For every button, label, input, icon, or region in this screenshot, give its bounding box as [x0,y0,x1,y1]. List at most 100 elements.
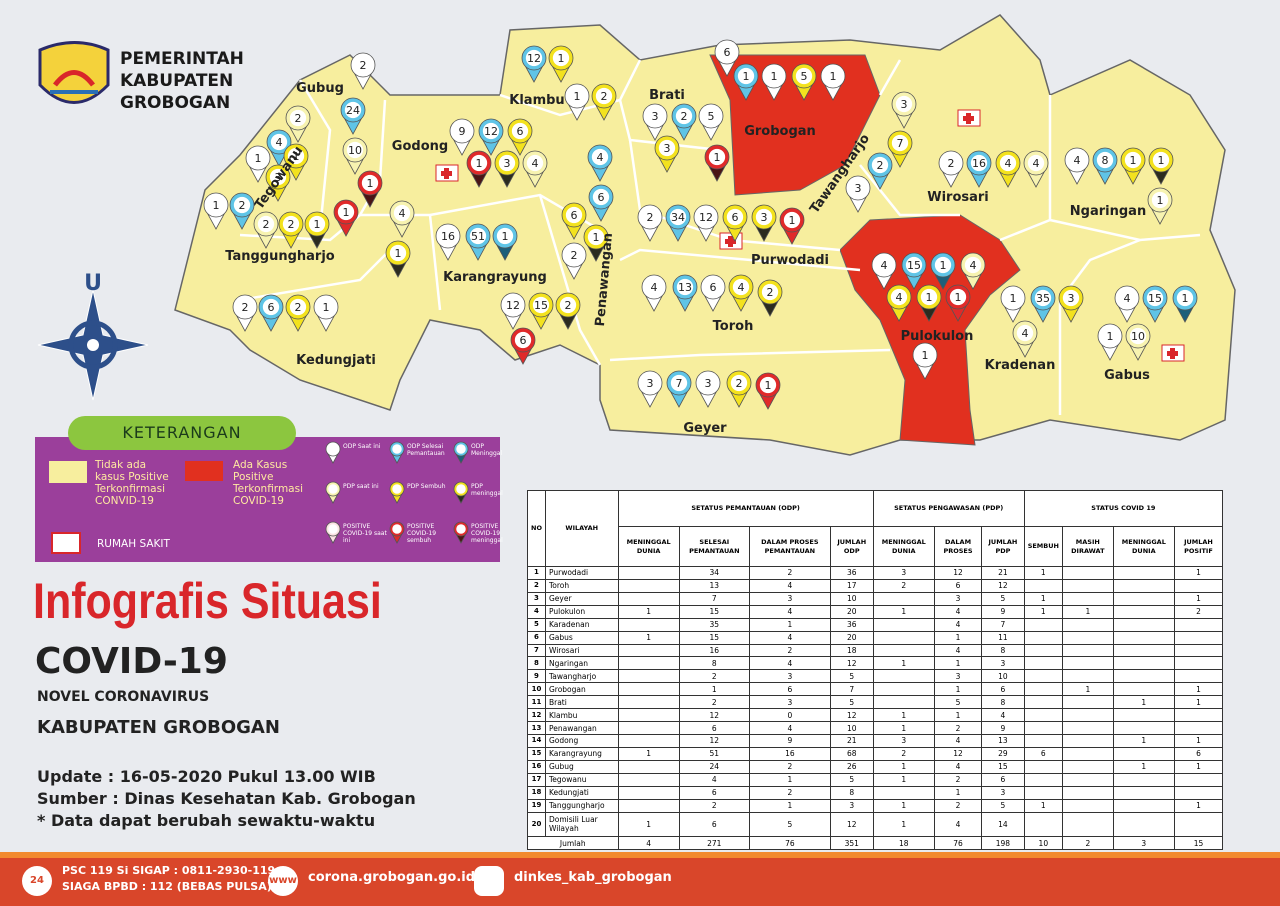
pin-inner [890,288,908,306]
table-cell: 9 [527,669,546,684]
table-cell: Grobogan [544,682,619,697]
pin-value: 6 [268,301,275,314]
pin-value: 2 [681,110,688,123]
table-cell: 1 [748,617,831,632]
legend-pins [325,441,469,544]
pin: 3 [642,103,668,141]
pin: 1 [761,63,787,101]
table-cell: 1 [617,811,680,838]
pin-inner [1118,289,1136,307]
region-label: Purwodadi [751,253,829,268]
table-cell: 8 [981,643,1025,658]
table-cell: 18 [527,785,546,800]
table-cell: 1 [1173,566,1224,580]
table-cell: 2 [527,578,546,593]
pin: 4 [871,252,897,290]
pin-inner [344,101,362,119]
web-icon: www [268,866,298,896]
table-row: 9 Tawangharjo 2 3 5 3 10 [527,669,1224,684]
pin-inner [354,56,372,74]
table-cell: 16 [527,759,546,774]
table-cell: 34 [678,566,750,580]
pin-value: 2 [242,301,249,314]
table-cell: 3 [981,785,1025,800]
table-cell: 4 [933,643,983,658]
table-cell: 15 [1173,836,1224,850]
table-cell: 36 [829,617,874,632]
table-cell [1112,566,1175,580]
pin-inner [1152,151,1170,169]
pin-value: 12 [527,52,541,65]
table-cell: 16 [748,746,831,761]
pin: 3 [845,175,871,213]
pin-value: 2 [288,218,295,231]
pin-inner [726,208,744,226]
legend: Tidak ada kasus Positive Terkonfirmasi C… [35,437,503,562]
data-table: NO WILAYAH SETATUS PEMANTAUAN (ODP) SETATUS… [527,490,1224,850]
pin-value: 2 [571,249,578,262]
table-cell: 1 [617,630,680,645]
table-cell [617,682,680,697]
pin: 2 [232,294,258,332]
pin: 1 [912,342,938,380]
pin-inner [699,374,717,392]
table-cell: 3 [748,591,831,606]
pin-inner [565,206,583,224]
pin: 51 [465,223,491,261]
pin-inner [1124,151,1142,169]
pin: 2 [253,211,279,249]
pin-inner [783,211,801,229]
table-cell: 5 [829,695,874,710]
table-cell [617,798,680,813]
pin-inner [526,154,544,172]
pin-inner [646,107,664,125]
table-cell: 3 [872,733,935,748]
table-cell: 1 [933,656,983,671]
table-row: Jumlah 4 271 76 351 18 76 198 10 2 3 15 [527,836,1224,850]
pin-value: 1 [955,291,962,304]
table-cell: 1 [1061,604,1114,619]
phone-icon: 24 [22,866,52,896]
pin-value: 2 [360,59,367,72]
table-cell: 1 [872,721,935,735]
pin-value: 4 [1005,157,1012,170]
pin-inner [1101,327,1119,345]
footer-text: SIAGA BPBD : 112 (BEBAS PULSA) [62,880,272,893]
pin: 8 [1092,147,1118,185]
table-cell: 1 [617,604,680,619]
pin-value: 24 [346,104,360,117]
table-cell [872,669,935,684]
pin-inner [504,296,522,314]
table-header: SETATUS PEMANTAUAN (ODP) [617,490,874,527]
table-cell: Karadenan [544,617,619,632]
pin-value: 1 [367,177,374,190]
pin-value: 2 [736,377,743,390]
pin: 6 [258,294,284,332]
pin: 1 [1147,187,1173,225]
table-cell [1061,798,1114,813]
region-label: Wirosari [927,190,989,205]
pin-value: 5 [801,70,808,83]
pin-inner [765,67,783,85]
table-cell [617,591,680,606]
table-cell [617,772,680,787]
table-row: 8 Ngaringan 8 4 12 1 1 3 [527,656,1224,671]
table-cell: 7 [981,617,1025,632]
table-cell: 1 [872,798,935,813]
table-cell [1112,785,1175,800]
pin-inner [456,524,466,534]
legend-pin-label: PDP Sembuh [407,483,446,490]
legend-pin-label: POSITIVE COVID-19 meninggal [471,523,503,544]
table-cell: 1 [872,811,935,838]
pin: 1 [930,252,956,290]
table-cell: 1 [1023,798,1063,813]
table-cell: Brati [544,695,619,710]
table-cell: 4 [748,656,831,671]
table-cell: 3 [748,695,831,710]
pin-inner [328,444,338,454]
table-cell: 20 [829,630,874,645]
table-row: 4 Pulokulon 1 15 4 20 1 4 9 1 1 2 [527,604,1224,619]
pin-inner [496,227,514,245]
table-cell: 2 [933,772,983,787]
